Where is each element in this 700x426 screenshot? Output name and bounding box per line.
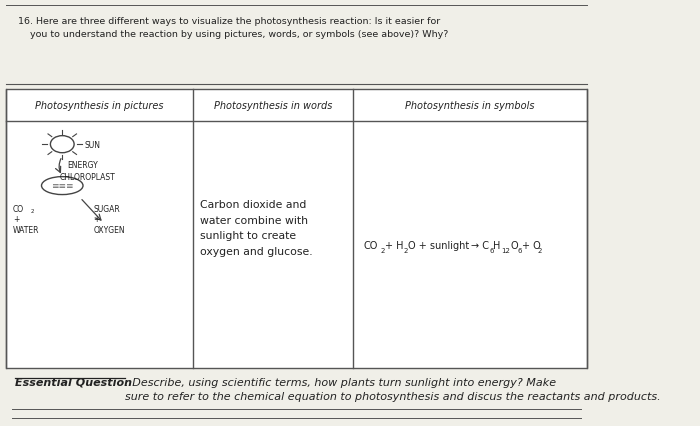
Text: 2: 2 bbox=[380, 248, 384, 253]
Text: 2: 2 bbox=[31, 209, 34, 214]
Text: Photosynthesis in pictures: Photosynthesis in pictures bbox=[35, 101, 164, 110]
Text: O + sunlight: O + sunlight bbox=[408, 240, 469, 250]
Text: 6: 6 bbox=[489, 248, 493, 253]
Text: OXYGEN: OXYGEN bbox=[94, 225, 125, 235]
Text: 12: 12 bbox=[502, 248, 510, 253]
Text: CO: CO bbox=[13, 204, 24, 213]
Bar bbox=[6, 89, 587, 368]
Text: SUGAR: SUGAR bbox=[94, 204, 120, 213]
Text: 6: 6 bbox=[517, 248, 522, 253]
Text: SUN: SUN bbox=[85, 140, 101, 150]
Text: H: H bbox=[494, 240, 500, 250]
Text: ≡≡≡: ≡≡≡ bbox=[51, 181, 74, 191]
Text: 2: 2 bbox=[404, 248, 408, 253]
Text: Photosynthesis in symbols: Photosynthesis in symbols bbox=[405, 101, 535, 110]
Text: Photosynthesis in words: Photosynthesis in words bbox=[214, 101, 332, 110]
Text: CHLOROPLAST: CHLOROPLAST bbox=[60, 172, 115, 181]
Text: +: + bbox=[94, 215, 100, 224]
Text: + O: + O bbox=[522, 240, 541, 250]
Text: + H: + H bbox=[385, 240, 403, 250]
Text: 2: 2 bbox=[538, 248, 542, 253]
Text: CO: CO bbox=[363, 240, 378, 250]
Text: O: O bbox=[510, 240, 518, 250]
Text: Carbon dioxide and
water combine with
sunlight to create
oxygen and glucose.: Carbon dioxide and water combine with su… bbox=[199, 199, 312, 256]
Text: you to understand the reaction by using pictures, words, or symbols (see above)?: you to understand the reaction by using … bbox=[18, 30, 448, 39]
Text: : Describe, using scientific terms, how plants turn sunlight into energy? Make
s: : Describe, using scientific terms, how … bbox=[125, 377, 660, 401]
Text: WATER: WATER bbox=[13, 225, 39, 235]
Text: 16. Here are three different ways to visualize the photosynthesis reaction: Is i: 16. Here are three different ways to vis… bbox=[18, 17, 440, 26]
Text: → C: → C bbox=[471, 240, 489, 250]
Text: +: + bbox=[13, 215, 20, 224]
Text: ENERGY: ENERGY bbox=[67, 161, 98, 170]
Text: Essential Question: Essential Question bbox=[15, 377, 132, 387]
